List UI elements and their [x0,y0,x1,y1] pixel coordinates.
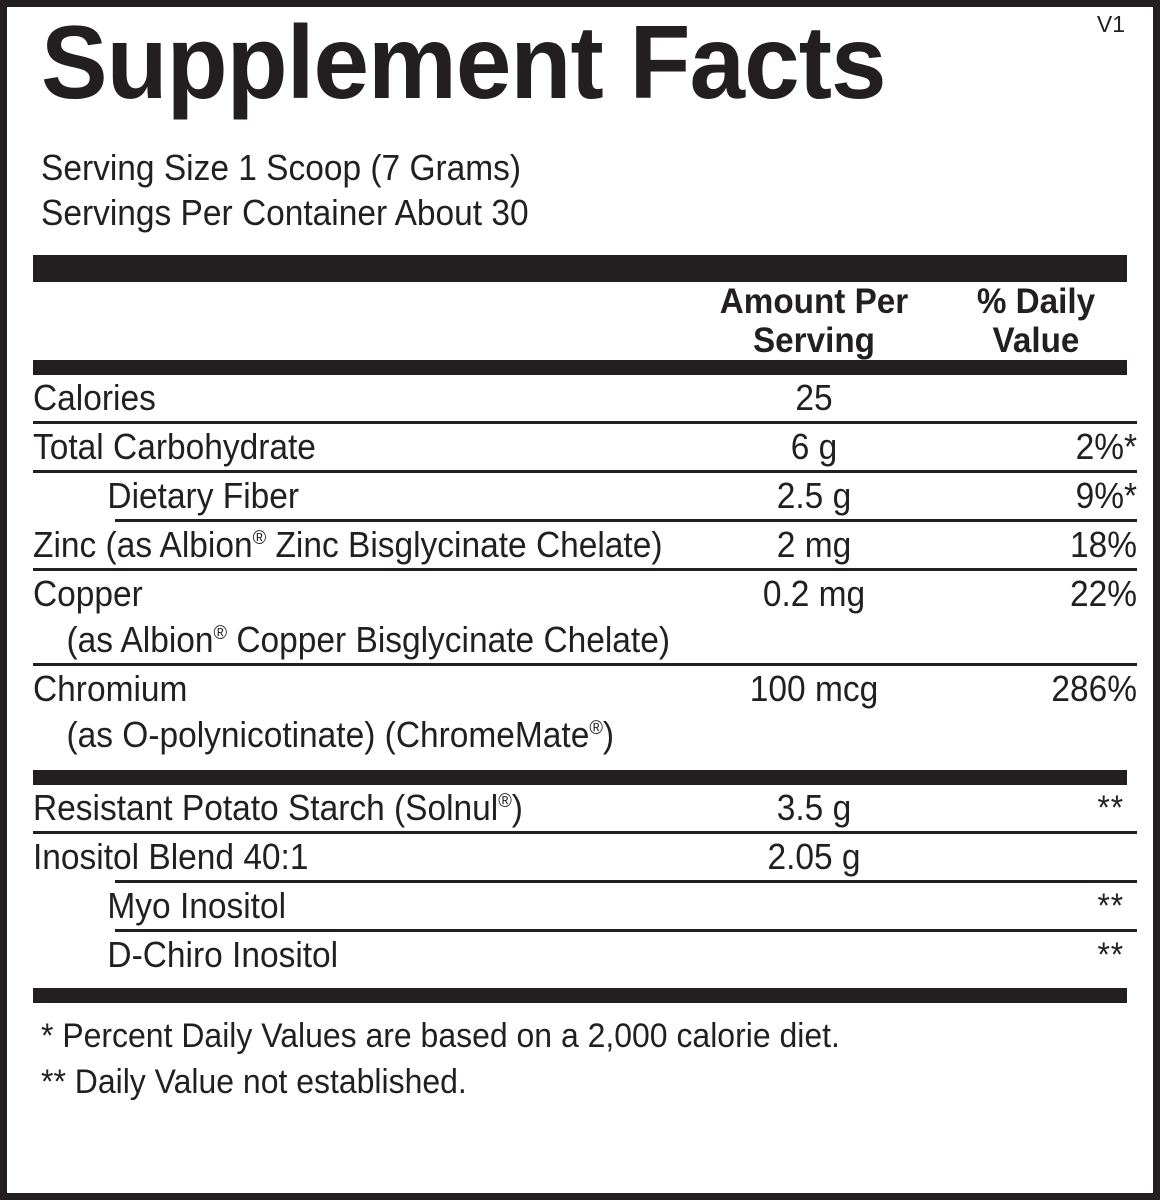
nutrient-amount: 6 g [790,426,838,467]
serving-info: Serving Size 1 Scoop (7 Grams) Servings … [33,119,1127,235]
label-inner: Supplement Facts V1 Serving Size 1 Scoop… [7,7,1153,1193]
nutrient-amount: 100 mcg [749,668,879,709]
nutrient-dv: 22% [1069,573,1137,614]
page-title: Supplement Facts [41,5,887,121]
nutrient-name: Copper (as Albion® Copper Bisglycinate Ch… [33,571,670,663]
ingredient-name-tail: ) [511,787,523,828]
footnotes: * Percent Daily Values are based on a 2,… [33,1003,1127,1105]
nutrient-dv: 2%* [1075,426,1137,467]
registered-icon: ® [589,717,603,739]
nutrient-dv [949,375,1137,421]
source-pre: (as O-polynicotinate) (ChromeMate [66,714,590,755]
row-divider [33,929,1137,932]
registered-icon: ® [252,527,267,549]
table-row: Copper (as Albion® Copper Bisglycinate Ch… [33,571,1137,663]
column-header-table: Amount Per Serving % Daily Value [33,282,1137,360]
rule-indented [115,929,1137,932]
table-row: Inositol Blend 40:1 2.05 g [33,834,1137,880]
header-amount-line2: Serving [753,321,875,360]
ingredient-dv: ** [1097,887,1124,925]
divider-thick-top [33,255,1127,282]
divider-below-headers [33,360,1127,375]
rule-indented [115,519,1137,522]
footnote-percent-dv: * Percent Daily Values are based on a 2,… [41,1017,840,1055]
nutrient-dv: 286% [1051,668,1137,709]
table-row: Dietary Fiber 2.5 g 9%* [33,473,1137,519]
header-blank [33,282,693,360]
nutrient-source-line: (as O-polynicotinate) (ChromeMate®) [33,712,647,758]
ingredient-name: Inositol Blend 40:1 [33,836,309,877]
nutrient-amount: 2 mg [776,524,852,565]
source-post: ) [602,714,615,755]
ingredient-name-text: Resistant Potato Starch (Solnul [33,787,499,828]
header-dv-line1: % Daily [976,282,1096,321]
nutrient-name-text: Zinc (as Albion [33,524,253,565]
table-row: Myo Inositol ** [33,883,1137,929]
ingredient-name: Myo Inositol [107,885,287,926]
header-amount-line1: Amount Per [719,282,909,321]
row-divider [33,421,1137,424]
row-divider [33,831,1137,834]
source-pre: (as Albion [66,619,214,660]
nutrient-name: Dietary Fiber [107,475,300,516]
nutrient-name: Total Carbohydrate [33,426,316,467]
table-row: Total Carbohydrate 6 g 2%* [33,424,1137,470]
nutrient-name: Calories [33,377,156,418]
registered-icon: ® [498,790,512,812]
version-marker: V1 [1096,11,1125,37]
divider-before-blend [33,770,1127,785]
row-divider [33,880,1137,883]
ingredient-dv: ** [1097,789,1124,827]
nutrient-name-tail: Zinc Bisglycinate Chelate) [266,524,663,565]
ingredient-dv: ** [1097,936,1124,974]
ingredient-amount: 3.5 g [776,787,852,828]
table-row: D-Chiro Inositol ** [33,932,1137,978]
row-divider [33,568,1137,571]
title-row: Supplement Facts V1 [33,7,1127,119]
ingredient-amount [701,932,926,978]
divider-before-footnotes [33,988,1127,1003]
footnote-dv-not-established: ** Daily Value not established. [41,1063,467,1101]
row-divider [33,470,1137,473]
nutrient-table: Calories 25 Total Carbohydrate 6 g 2%* D… [33,375,1137,758]
nutrient-dv: 18% [1069,524,1137,565]
row-divider [33,663,1137,666]
table-row: Resistant Potato Starch (Solnul®) 3.5 g … [33,785,1137,831]
rule-indented [115,880,1137,883]
column-header-row: Amount Per Serving % Daily Value [33,282,1137,360]
header-percent-daily-value: % Daily Value [940,282,1132,360]
nutrient-source-line: (as Albion® Copper Bisglycinate Chelate) [33,617,670,663]
table-row: Calories 25 [33,375,1137,421]
nutrient-name-text: Chromium [33,668,188,709]
blend-table: Resistant Potato Starch (Solnul®) 3.5 g … [33,785,1137,978]
registered-icon: ® [213,622,228,644]
table-row: Zinc (as Albion® Zinc Bisglycinate Chela… [33,522,1137,568]
row-divider [33,519,1137,522]
nutrient-name: Chromium (as O-polynicotinate) (ChromeMat… [33,666,647,758]
ingredient-name: D-Chiro Inositol [107,934,339,975]
servings-per-container: Servings Per Container About 30 [41,192,529,233]
serving-size: Serving Size 1 Scoop (7 Grams) [41,147,522,188]
nutrient-amount: 0.2 mg [762,573,866,614]
ingredient-name: Resistant Potato Starch (Solnul®) [33,785,647,831]
rule-full [33,568,1137,571]
header-dv-line2: Value [992,321,1080,360]
rule-full [33,831,1137,834]
nutrient-name-text: Copper [33,573,143,614]
table-row: Chromium (as O-polynicotinate) (ChromeMat… [33,666,1137,758]
nutrient-dv: 9%* [1075,475,1137,516]
nutrient-amount: 25 [795,377,833,418]
source-post: Copper Bisglycinate Chelate) [227,619,670,660]
rule-full [33,470,1137,473]
rule-full [33,421,1137,424]
rule-full [33,663,1137,666]
ingredient-dv [949,834,1137,880]
nutrient-name: Zinc (as Albion® Zinc Bisglycinate Chela… [33,522,662,568]
ingredient-amount [701,883,926,929]
header-amount-per-serving: Amount Per Serving [699,282,929,360]
ingredient-amount: 2.05 g [767,836,861,877]
nutrient-amount: 2.5 g [776,475,852,516]
